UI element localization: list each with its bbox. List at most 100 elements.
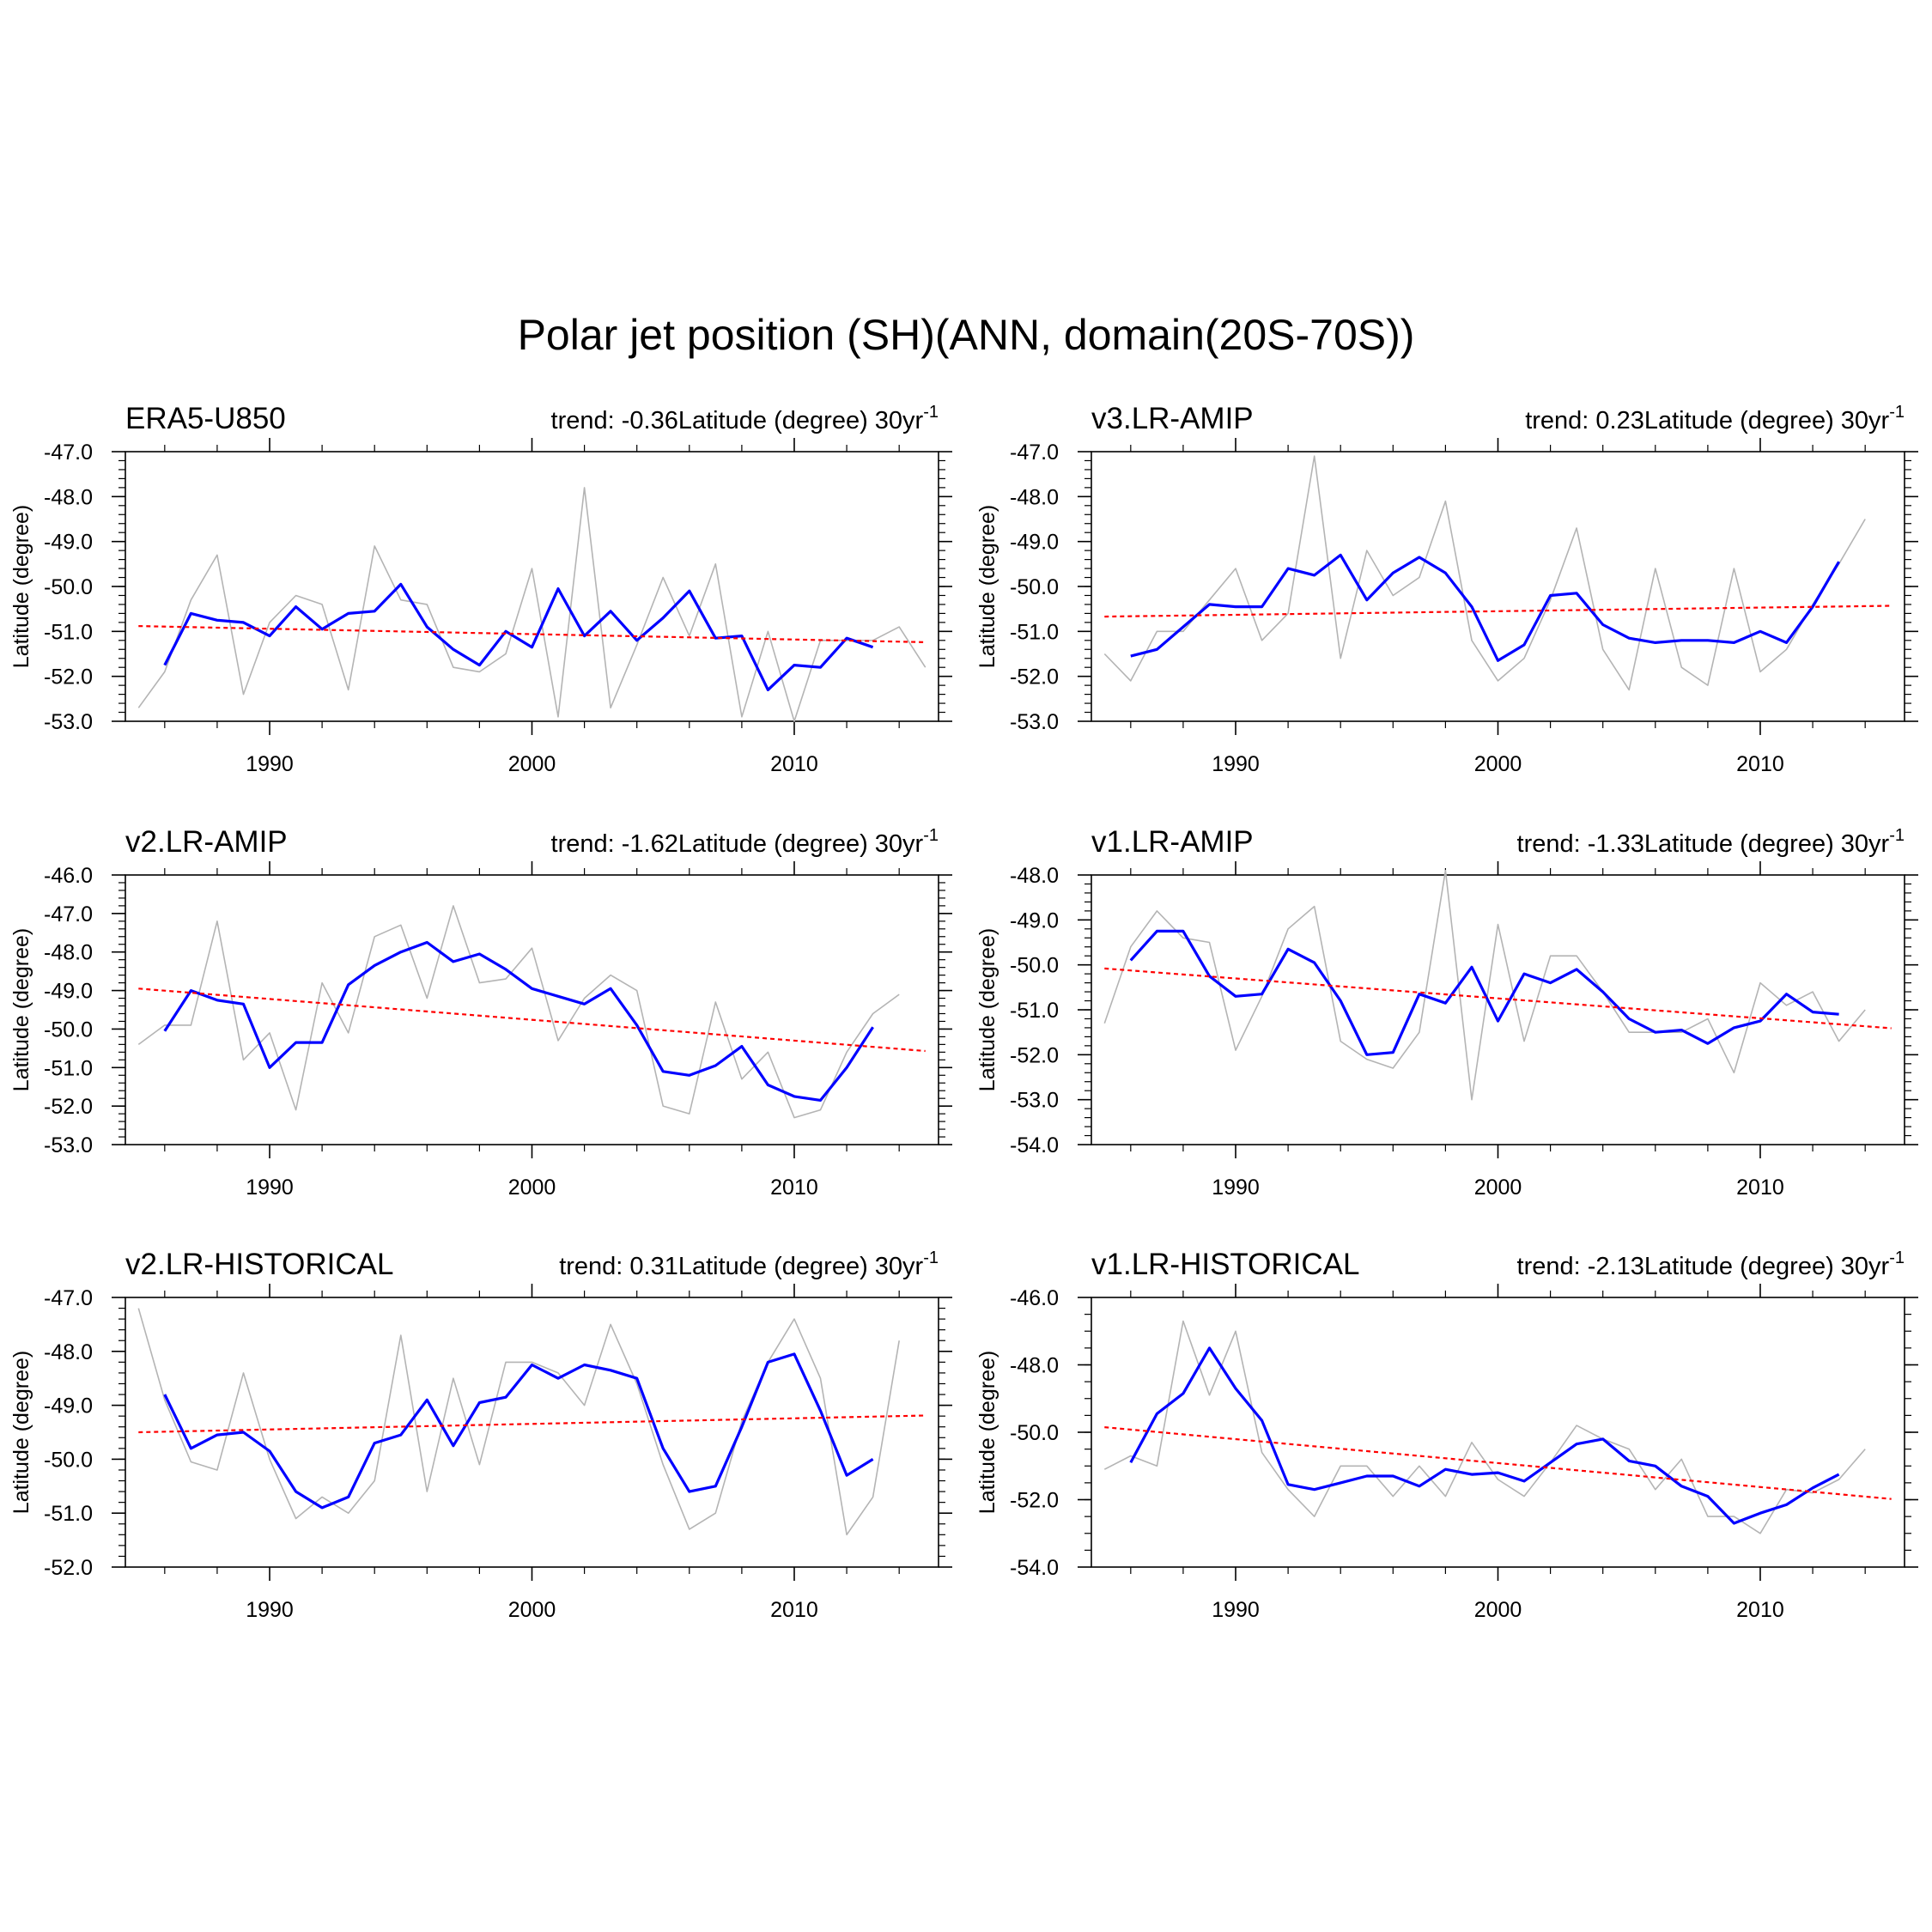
y-tick-label: -51.0 (44, 1502, 93, 1526)
smoothed-series-line (1129, 1346, 1840, 1525)
trend-text: trend: -1.62Latitude (degree) 30yr (551, 830, 924, 858)
y-tick-label: -49.0 (1010, 531, 1059, 555)
y-tick-label: -51.0 (44, 620, 93, 644)
trend-label: trend: 0.23Latitude (degree) 30yr-1 (1525, 403, 1905, 434)
panel-3: v2.LR-AMIP trend: -1.62Latitude (degree) … (9, 825, 952, 1200)
y-tick-label: -47.0 (44, 440, 93, 465)
y-axis-label: Latitude (degree) (9, 928, 33, 1091)
y-tick-label: -50.0 (44, 575, 93, 599)
panel-title: v3.LR-AMIP (1091, 402, 1254, 435)
x-tick-label: 1990 (246, 1176, 294, 1200)
figure-title: Polar jet position (SH)(ANN, domain(20S-… (518, 311, 1415, 359)
trend-text: trend: -0.36Latitude (degree) 30yr (551, 407, 924, 434)
y-tick-label: -48.0 (44, 1340, 93, 1364)
plot-frame (125, 874, 939, 1145)
y-tick-label: -54.0 (1010, 1133, 1059, 1157)
y-axis-label: Latitude (degree) (9, 505, 33, 668)
trend-label: trend: -1.33Latitude (degree) 30yr-1 (1517, 826, 1905, 858)
panel-2: v3.LR-AMIP trend: 0.23Latitude (degree) 3… (975, 402, 1918, 776)
annual-series-line (1103, 869, 1866, 1101)
x-tick-label: 2000 (508, 752, 556, 776)
x-tick-label: 2000 (508, 1176, 556, 1200)
y-axis-label: Latitude (degree) (9, 1351, 33, 1514)
x-tick-label: 2010 (770, 752, 818, 776)
x-tick-label: 1990 (1212, 1176, 1260, 1200)
annual-series-line (137, 1308, 900, 1536)
x-tick-label: 1990 (1212, 752, 1260, 776)
trend-series-line (1104, 967, 1892, 1030)
panel-4: v1.LR-AMIP trend: -1.33Latitude (degree) … (975, 825, 1918, 1200)
x-tick-label: 2000 (1474, 1176, 1522, 1200)
panel-title: v2.LR-HISTORICAL (125, 1248, 394, 1281)
annual-series-line (1103, 1320, 1866, 1534)
x-tick-label: 2010 (1736, 752, 1784, 776)
plot-frame (1091, 874, 1905, 1145)
x-tick-label: 1990 (246, 1598, 294, 1622)
panel-title: v1.LR-AMIP (1091, 825, 1254, 859)
smoothed-series-line (1129, 929, 1839, 1056)
y-axis-label: Latitude (degree) (975, 505, 999, 668)
y-tick-label: -48.0 (1010, 864, 1059, 888)
trend-label: trend: -2.13Latitude (degree) 30yr-1 (1517, 1249, 1905, 1280)
y-tick-label: -49.0 (44, 980, 93, 1004)
y-tick-label: -49.0 (44, 1394, 93, 1419)
trend-text: trend: -1.33Latitude (degree) 30yr (1517, 830, 1890, 858)
x-tick-label: 2000 (1474, 1598, 1522, 1622)
y-tick-label: -51.0 (1010, 620, 1059, 644)
y-tick-label: -47.0 (1010, 440, 1059, 465)
annual-series-line (137, 905, 900, 1119)
panel-1: ERA5-U850 trend: -0.36Latitude (degree) 3… (9, 402, 952, 776)
panel-5: v2.LR-HISTORICAL trend: 0.31Latitude (deg… (9, 1248, 952, 1622)
y-tick-label: -53.0 (1010, 710, 1059, 734)
smoothed-series-line (1130, 553, 1840, 662)
y-tick-label: -48.0 (1010, 485, 1059, 509)
annual-series-line (137, 487, 927, 722)
y-axis-label: Latitude (degree) (975, 928, 999, 1091)
y-tick-label: -48.0 (44, 941, 93, 965)
x-tick-label: 2010 (1736, 1176, 1784, 1200)
y-tick-label: -50.0 (1010, 575, 1059, 599)
y-tick-label: -48.0 (1010, 1354, 1059, 1378)
y-tick-label: -47.0 (44, 1286, 93, 1310)
x-tick-label: 2010 (770, 1176, 818, 1200)
trend-superscript: -1 (923, 826, 939, 845)
trend-superscript: -1 (923, 403, 939, 422)
x-tick-label: 1990 (246, 752, 294, 776)
trend-label: trend: -0.36Latitude (degree) 30yr-1 (551, 403, 939, 434)
trend-superscript: -1 (1889, 826, 1905, 845)
y-tick-label: -52.0 (44, 1095, 93, 1119)
y-tick-label: -51.0 (1010, 999, 1059, 1023)
y-tick-label: -53.0 (44, 710, 93, 734)
y-tick-label: -51.0 (44, 1056, 93, 1080)
panel-title: ERA5-U850 (125, 402, 286, 435)
y-tick-label: -48.0 (44, 485, 93, 509)
x-tick-label: 2010 (1736, 1598, 1784, 1622)
trend-series-line (1104, 1426, 1892, 1500)
y-tick-label: -49.0 (44, 531, 93, 555)
y-tick-label: -53.0 (44, 1133, 93, 1157)
trend-superscript: -1 (923, 1249, 939, 1267)
trend-text: trend: 0.23Latitude (degree) 30yr (1525, 407, 1889, 434)
y-axis-label: Latitude (degree) (975, 1351, 999, 1514)
x-tick-label: 2000 (508, 1598, 556, 1622)
y-tick-label: -50.0 (1010, 954, 1059, 978)
y-tick-label: -52.0 (44, 1556, 93, 1580)
trend-series-line (138, 987, 926, 1053)
panel-title: v2.LR-AMIP (125, 825, 288, 859)
y-tick-label: -46.0 (1010, 1286, 1059, 1310)
y-tick-label: -50.0 (44, 1448, 93, 1472)
trend-superscript: -1 (1889, 1249, 1905, 1267)
plot-frame (1091, 1297, 1905, 1568)
trend-label: trend: -1.62Latitude (degree) 30yr-1 (551, 826, 939, 858)
y-tick-label: -52.0 (44, 665, 93, 690)
trend-series-line (1104, 605, 1892, 618)
panel-title: v1.LR-HISTORICAL (1091, 1248, 1360, 1281)
smoothed-series-line (163, 582, 874, 692)
x-tick-label: 2010 (770, 1598, 818, 1622)
annual-series-line (1103, 455, 1866, 691)
y-tick-label: -49.0 (1010, 908, 1059, 933)
y-tick-label: -52.0 (1010, 665, 1059, 690)
trend-text: trend: 0.31Latitude (degree) 30yr (559, 1253, 923, 1280)
trend-series-line (138, 625, 926, 643)
